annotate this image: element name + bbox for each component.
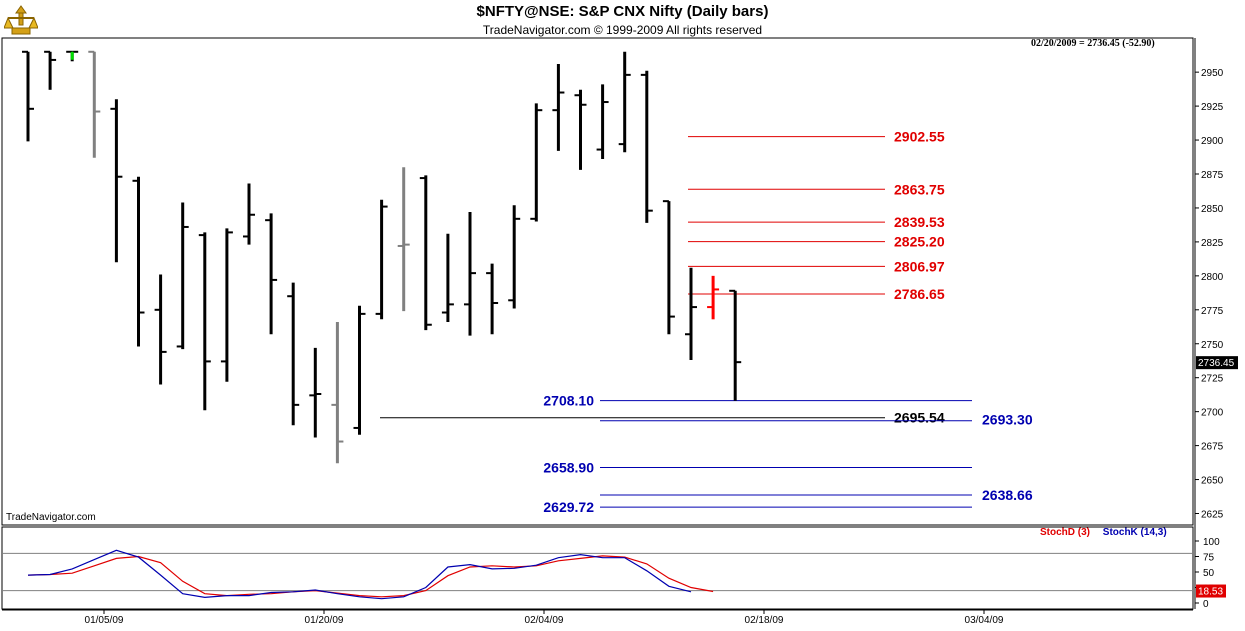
stochd-series-line — [27, 555, 714, 598]
stochk-series-line — [27, 549, 692, 600]
stochd-legend-label: StochD (3) — [1040, 527, 1090, 538]
ohlc-bar — [198, 232, 211, 411]
stochk-legend-label: StochK (14,3) — [1102, 527, 1167, 538]
price-tick-label: 2950 — [1201, 68, 1224, 79]
price-plot-area — [1, 37, 1194, 526]
ohlc-bar — [486, 263, 499, 335]
ohlc-bar — [265, 213, 278, 335]
ohlc-bar — [530, 103, 543, 222]
chart-subtitle: TradeNavigator.com © 1999-2009 All right… — [482, 23, 763, 37]
ohlc-bar — [331, 322, 344, 464]
time-tick-label: 03/04/09 — [965, 615, 1004, 626]
ohlc-bar — [640, 70, 653, 223]
ohlc-bar — [66, 50, 79, 62]
level-label: 2863.75 — [894, 181, 945, 197]
price-readout: 02/20/2009 = 2736.45 (-52.90) — [1031, 38, 1155, 49]
indicator-value-label: 18.53 — [1198, 587, 1223, 598]
ohlc-bar — [574, 89, 587, 170]
trade-navigator-logo-icon — [4, 5, 38, 35]
level-label: 2658.90 — [543, 459, 594, 475]
price-tick-label: 2625 — [1201, 510, 1224, 521]
ohlc-bar — [618, 51, 631, 153]
ohlc-bar — [22, 50, 34, 142]
level-label: 2695.54 — [894, 410, 945, 426]
ohlc-bar — [309, 347, 322, 438]
indicator-value-box — [1196, 584, 1226, 598]
last-price-label: 2736.45 — [1198, 358, 1235, 369]
chart-title: $NFTY@NSE: S&P CNX Nifty (Daily bars) — [476, 3, 769, 20]
level-label: 2629.72 — [543, 499, 594, 515]
price-tick-label: 2700 — [1201, 408, 1224, 419]
price-tick-label: 2825 — [1201, 238, 1224, 249]
price-tick-label: 2675 — [1201, 442, 1224, 453]
time-tick-label: 02/18/09 — [745, 615, 784, 626]
last-price-box — [1196, 356, 1238, 370]
level-label: 2839.53 — [894, 214, 945, 230]
indicator-tick-label: 100 — [1203, 537, 1220, 548]
ohlc-bar — [508, 205, 521, 309]
price-tick-label: 2750 — [1201, 340, 1224, 351]
ohlc-bar — [287, 282, 300, 426]
ohlc-bar — [685, 267, 697, 361]
time-tick-label: 01/05/09 — [85, 615, 124, 626]
price-tick-label: 2650 — [1201, 476, 1224, 487]
ohlc-bar — [176, 202, 189, 350]
level-label: 2638.66 — [982, 487, 1033, 503]
indicator-tick-label: 75 — [1203, 553, 1215, 564]
level-label: 2786.65 — [894, 286, 945, 302]
indicator-tick-label: 50 — [1203, 568, 1215, 579]
price-tick-label: 2725 — [1201, 374, 1224, 385]
ohlc-bar — [397, 167, 410, 312]
level-label: 2825.20 — [894, 234, 945, 250]
level-label: 2806.97 — [894, 258, 945, 274]
time-tick-label: 01/20/09 — [305, 615, 344, 626]
ohlc-bar — [220, 228, 233, 382]
ohlc-bar — [419, 175, 432, 331]
price-tick-label: 2850 — [1201, 204, 1224, 215]
ohlc-bar — [375, 199, 388, 320]
ohlc-bar — [596, 84, 609, 160]
level-label: 2902.55 — [894, 129, 945, 145]
ohlc-bar — [110, 99, 123, 263]
ohlc-bar — [729, 289, 742, 401]
price-tick-label: 2875 — [1201, 170, 1224, 181]
price-tick-label: 2900 — [1201, 136, 1224, 147]
level-label: 2693.30 — [982, 412, 1033, 428]
ohlc-bar — [88, 50, 101, 158]
price-tick-label: 2775 — [1201, 306, 1224, 317]
level-label: 2708.10 — [543, 393, 594, 409]
indicator-legend: StochD (3) StochK (14,3) — [1040, 527, 1167, 538]
ohlc-bar — [353, 305, 366, 435]
ohlc-bar — [44, 50, 57, 90]
time-tick-label: 02/04/09 — [525, 615, 564, 626]
ohlc-bar — [552, 64, 565, 151]
ohlc-bar — [464, 212, 476, 336]
watermark: TradeNavigator.com — [6, 512, 96, 523]
price-tick-label: 2925 — [1201, 102, 1224, 113]
price-tick-label: 2800 — [1201, 272, 1224, 283]
ohlc-bar — [243, 183, 255, 245]
ohlc-bar — [154, 274, 167, 385]
ohlc-bar — [441, 233, 454, 323]
indicator-plot-area — [1, 526, 1194, 610]
ohlc-bar — [662, 200, 675, 335]
ohlc-bar — [707, 275, 720, 320]
indicator-tick-label: 0 — [1203, 599, 1209, 610]
ohlc-bar — [132, 176, 145, 347]
